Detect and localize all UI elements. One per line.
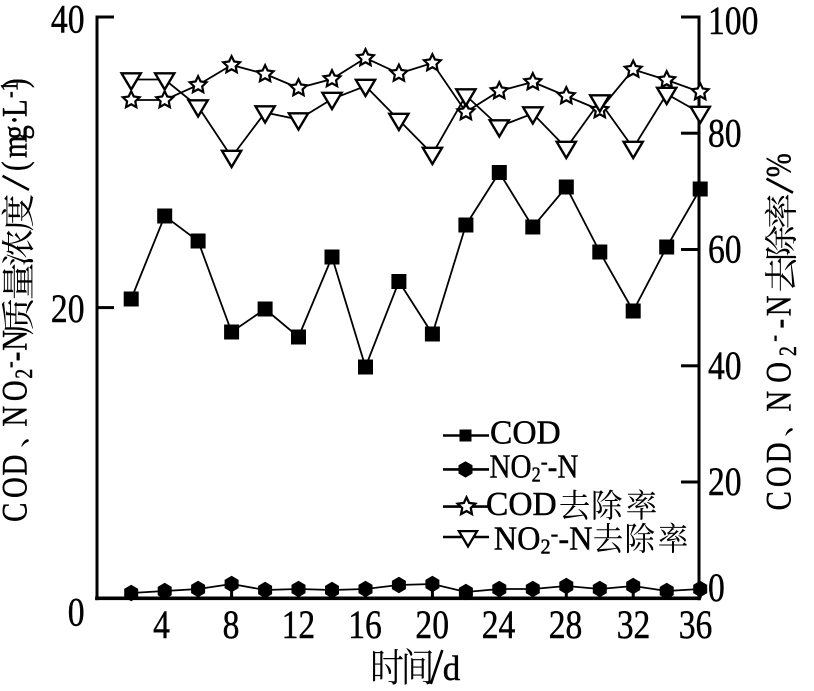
svg-text:): ) bbox=[0, 78, 35, 88]
svg-text:O: O bbox=[0, 380, 35, 401]
svg-text:8: 8 bbox=[223, 602, 240, 646]
svg-text:-1: -1 bbox=[0, 81, 23, 98]
svg-text:COD: COD bbox=[490, 415, 561, 452]
svg-text:2: 2 bbox=[774, 346, 802, 356]
svg-text:N: N bbox=[760, 296, 800, 317]
svg-text:2: 2 bbox=[10, 369, 38, 379]
svg-text:O: O bbox=[760, 362, 800, 383]
svg-text:-: - bbox=[759, 335, 787, 342]
svg-text:28: 28 bbox=[549, 602, 583, 646]
svg-text:C: C bbox=[760, 491, 800, 510]
svg-text:%: % bbox=[760, 153, 800, 177]
svg-text:-: - bbox=[0, 352, 35, 362]
svg-text:COD: COD bbox=[486, 486, 557, 523]
svg-text:24: 24 bbox=[482, 602, 516, 646]
svg-text:20: 20 bbox=[708, 459, 742, 503]
svg-text:C: C bbox=[0, 503, 35, 522]
svg-text:N: N bbox=[0, 330, 35, 351]
svg-text:100: 100 bbox=[708, 0, 758, 43]
svg-text:g: g bbox=[0, 125, 35, 139]
svg-text:16: 16 bbox=[348, 602, 382, 646]
svg-text:O: O bbox=[0, 477, 35, 498]
svg-text:N: N bbox=[760, 391, 800, 412]
svg-text:D: D bbox=[0, 455, 35, 476]
svg-text:L: L bbox=[0, 99, 35, 117]
svg-text:32: 32 bbox=[617, 602, 651, 646]
svg-text:40: 40 bbox=[51, 0, 85, 41]
svg-text:0: 0 bbox=[708, 565, 725, 609]
svg-text:d: d bbox=[443, 649, 461, 688]
svg-text:40: 40 bbox=[708, 343, 742, 387]
svg-text:80: 80 bbox=[708, 111, 742, 155]
svg-text:12: 12 bbox=[282, 602, 316, 646]
svg-text:·: · bbox=[0, 115, 35, 125]
svg-text:(: ( bbox=[0, 161, 35, 171]
svg-text:NO2--N: NO2--N bbox=[494, 521, 593, 559]
svg-text:NO2--N: NO2--N bbox=[490, 448, 579, 487]
svg-text:-: - bbox=[760, 319, 800, 329]
svg-text:60: 60 bbox=[708, 227, 742, 271]
svg-text:O: O bbox=[760, 466, 800, 487]
svg-text:N: N bbox=[0, 406, 35, 427]
svg-text:D: D bbox=[760, 442, 800, 463]
svg-text:4: 4 bbox=[153, 602, 170, 646]
svg-text:36: 36 bbox=[679, 602, 713, 646]
svg-text:0: 0 bbox=[68, 590, 85, 634]
svg-text:m: m bbox=[0, 136, 35, 158]
svg-text:-: - bbox=[0, 361, 23, 368]
svg-text:20: 20 bbox=[415, 602, 449, 646]
svg-text:20: 20 bbox=[51, 286, 85, 330]
